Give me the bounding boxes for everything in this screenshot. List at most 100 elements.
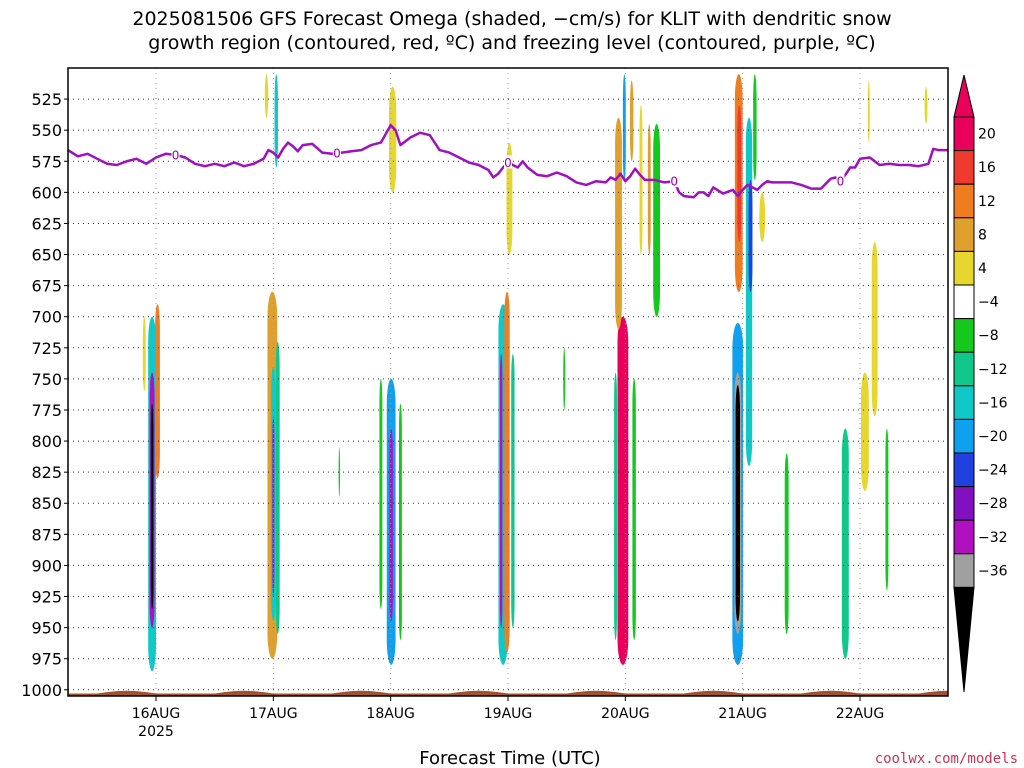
colorbar-label: −32 [978,530,1008,546]
omega-cell [784,453,789,634]
y-tick-label: 725 [31,339,62,358]
colorbar-segment [953,418,975,454]
omega-cell [389,428,393,622]
colorbar-segment [953,250,975,286]
colorbar-segment [953,553,975,588]
omega-cell [632,378,636,641]
credit-text[interactable]: coolwx.com/models [875,751,1018,767]
y-tick-label: 600 [31,183,62,202]
terrain-layer [68,690,948,696]
colorbar-segment [953,284,975,320]
colorbar-label: 16 [978,160,996,176]
y-tick-label: 825 [31,463,62,482]
colorbar-segment [953,452,975,488]
freezing-level-label: 0 [504,156,512,170]
omega-cell [867,80,870,143]
freezing-label-bg [836,174,845,188]
omega-cell [338,447,341,498]
colorbar-label: −36 [978,563,1008,579]
omega-cell [653,123,661,317]
colorbar-label: 20 [978,127,996,143]
freezing-label-bg [332,146,341,160]
freezing-level-label: 0 [333,147,341,161]
omega-cell [924,86,928,124]
colorbar-label: −4 [978,295,999,311]
omega-cell [735,385,740,622]
colorbar-label: −24 [978,463,1008,479]
y-axis-pressure-ticks: 525 550 575 600 625 650 675 700 725 750 775 800 825 8… [21,90,68,700]
y-tick-label: 800 [31,432,62,451]
omega-cell [622,74,626,180]
freezing-level-label: 0 [837,175,845,189]
y-tick-label: 750 [31,370,62,389]
y-tick-label: 700 [31,308,62,327]
y-tick-label: 675 [31,277,62,296]
x-tick-label: 22AUG [836,706,885,722]
omega-cell [841,428,849,659]
colorbar-segment [953,486,975,521]
omega-cell [272,416,275,597]
omega-cell [150,403,154,609]
y-tick-label: 575 [31,152,62,171]
omega-cell [871,242,878,417]
colorbar-segment [953,116,975,152]
chart-title-line-2: growth region (contoured, red, ºC) and f… [148,32,875,54]
plot-area: 0 0 0 0 0 [67,67,949,697]
chart-title-line-1: 2025081506 GFS Forecast Omega (shaded, −… [132,8,891,30]
omega-cell [639,105,643,255]
y-tick-label: 650 [31,246,62,265]
omega-cell [504,291,510,653]
omega-cell [398,403,402,641]
y-tick-label: 625 [31,214,62,233]
x-axis-time-ticks: 16AUG 2025 17AUG 18AUG 19AUG 20AUG 21AUG 22AUG [132,696,885,740]
x-tick-label: 20AUG [601,706,650,722]
omega-cell [264,74,269,118]
omega-cell [617,316,629,665]
omega-cell [388,86,397,193]
x-tick-label: 21AUG [718,706,767,722]
y-tick-label: 975 [31,650,62,669]
terrain-fill [68,690,948,696]
freezing-label-bg [171,148,180,162]
y-tick-label: 875 [31,525,62,544]
colorbar-label: −28 [978,496,1008,512]
omega-cell [506,142,513,255]
colorbar-label: −16 [978,395,1008,411]
colorbar-legend: 20 16 12 8 4 −4 −8 −12 −16 −20 −24 −28 −32 −36 [953,74,1008,693]
omega-cell [737,105,742,243]
y-tick-label: 900 [31,556,62,575]
colorbar-label: 8 [978,227,987,243]
x-axis-label: Forecast Time (UTC) [419,748,600,768]
colorbar-label: −20 [978,429,1008,445]
omega-cell [753,74,757,180]
x-tick-label: 18AUG [366,706,415,722]
y-tick-label: 925 [31,588,62,607]
omega-cell [860,372,869,491]
omega-cell [614,372,618,641]
freezing-level-label: 0 [172,149,180,163]
colorbar-segment [953,217,975,252]
omega-cell [142,316,146,392]
freezing-level-label: 0 [670,175,678,189]
omega-cell [745,117,753,466]
omega-cell [759,192,766,243]
colorbar-segment [953,183,975,219]
y-tick-label: 850 [31,494,62,513]
omega-cell [379,378,383,609]
freezing-level-contour: 0 0 0 0 0 [68,123,948,199]
freezing-level-line [68,123,948,199]
colorbar-label: 12 [978,194,996,210]
x-tick-sublabel: 2025 [138,724,174,740]
x-tick-label: 16AUG [132,706,181,722]
y-tick-label: 775 [31,401,62,420]
freezing-label-bg [504,155,512,169]
omega-cell [885,428,889,591]
omega-cell [275,341,280,634]
x-tick-label: 17AUG [249,706,298,722]
colorbar-label: 4 [978,261,987,277]
omega-cell [629,80,634,162]
y-tick-label: 950 [31,619,62,638]
colorbar-label: −8 [978,328,999,344]
colorbar-segment [953,318,975,353]
